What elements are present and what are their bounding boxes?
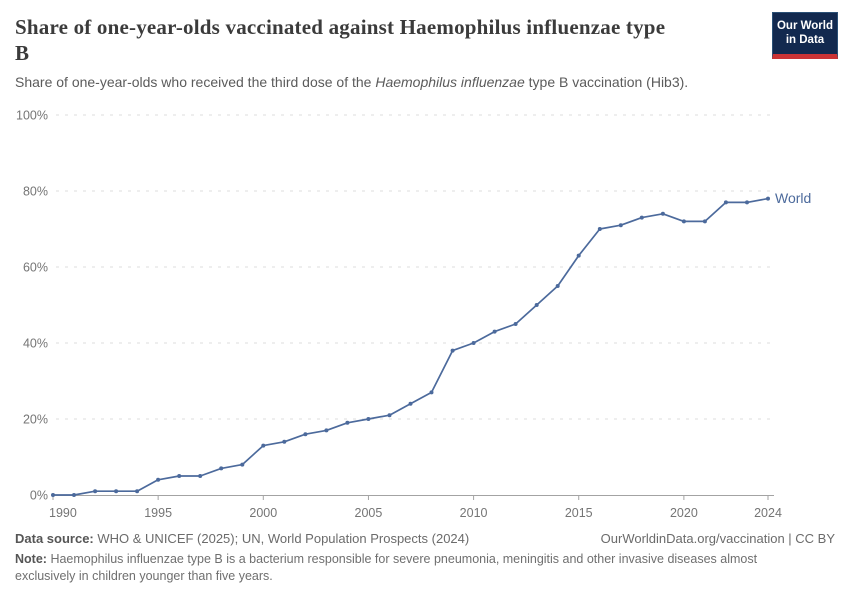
data-point-1997[interactable] <box>198 474 203 478</box>
x-axis-tick-label: 2005 <box>355 506 383 520</box>
subtitle-suffix-text: type B vaccination (Hib3). <box>524 74 689 90</box>
data-point-2020[interactable] <box>681 219 686 224</box>
data-point-2013[interactable] <box>534 303 539 307</box>
data-point-2023[interactable] <box>745 200 749 205</box>
chart-footer: Data source: WHO & UNICEF (2025); UN, Wo… <box>15 531 835 585</box>
x-axis-tick-label: 2015 <box>565 506 593 520</box>
data-source-line: Data source: WHO & UNICEF (2025); UN, Wo… <box>15 531 469 546</box>
y-axis-tick-label: 100% <box>16 109 48 123</box>
x-axis-tick-label: 2024 <box>754 506 782 520</box>
data-point-2009[interactable] <box>450 348 455 353</box>
y-axis-tick-label: 40% <box>23 337 48 351</box>
y-axis-tick-label: 20% <box>23 413 48 427</box>
note-text: Haemophilus influenzae type B is a bacte… <box>15 552 758 583</box>
data-point-1996[interactable] <box>177 474 182 478</box>
data-point-2005[interactable] <box>366 417 371 421</box>
data-point-2022[interactable] <box>723 200 728 205</box>
series-end-label[interactable]: World <box>775 190 811 206</box>
data-point-2011[interactable] <box>492 329 497 334</box>
x-axis-tick-label: 1990 <box>49 506 77 520</box>
owid-logo-line1: Our World <box>776 20 833 32</box>
data-point-1995[interactable] <box>156 477 161 482</box>
data-point-2010[interactable] <box>471 341 476 345</box>
data-point-1999[interactable] <box>240 462 245 467</box>
data-point-2021[interactable] <box>702 219 707 224</box>
data-point-1998[interactable] <box>219 466 224 471</box>
subtitle-italic-text: Haemophilus influenzae <box>375 74 525 90</box>
data-point-1991[interactable] <box>72 493 76 497</box>
data-point-2016[interactable] <box>597 227 602 231</box>
owid-logo[interactable]: Our World in Data <box>772 12 838 59</box>
data-point-2007[interactable] <box>408 401 413 406</box>
chart-title: Share of one-year-olds vaccinated agains… <box>15 15 666 65</box>
owid-logo-line2: in Data <box>785 33 825 46</box>
data-point-2002[interactable] <box>303 432 308 437</box>
data-source-text: WHO & UNICEF (2025); UN, World Populatio… <box>97 531 470 546</box>
data-point-2017[interactable] <box>618 223 623 228</box>
data-point-2019[interactable] <box>660 211 665 216</box>
data-point-2003[interactable] <box>324 428 329 433</box>
data-point-1992[interactable] <box>93 489 98 494</box>
y-axis-tick-label: 80% <box>23 185 48 199</box>
y-axis-tick-label: 0% <box>30 489 48 503</box>
data-point-2001[interactable] <box>282 439 287 444</box>
x-axis-tick-label: 2020 <box>670 506 698 520</box>
data-point-2018[interactable] <box>639 215 644 220</box>
footer-source-row: Data source: WHO & UNICEF (2025); UN, Wo… <box>15 531 835 546</box>
subtitle-text: Share of one-year-olds who received the … <box>15 74 376 90</box>
x-axis-tick-label: 1995 <box>144 506 172 520</box>
data-point-1994[interactable] <box>135 489 140 494</box>
data-point-2008[interactable] <box>429 390 434 395</box>
chart-subtitle: Share of one-year-olds who received the … <box>15 74 805 90</box>
y-axis-tick-label: 60% <box>23 261 48 275</box>
data-point-2004[interactable] <box>345 420 350 425</box>
data-point-2024[interactable] <box>766 196 770 201</box>
data-point-2015[interactable] <box>576 253 581 258</box>
line-chart-svg: 0% 20% 40% 60% 80% 100% 1990 1995 2000 2005 2010 20… <box>16 109 811 521</box>
x-axis-tick-label: 2010 <box>460 506 488 520</box>
data-point-2014[interactable] <box>555 284 560 288</box>
data-point-2006[interactable] <box>387 413 392 418</box>
data-source-label: Data source: <box>15 531 94 546</box>
data-point-2000[interactable] <box>261 443 266 448</box>
data-point-1990[interactable] <box>51 493 55 497</box>
note-label: Note: <box>15 552 47 566</box>
world-series-line[interactable] <box>52 197 769 496</box>
data-point-2012[interactable] <box>513 322 518 326</box>
data-point-1993[interactable] <box>114 489 119 494</box>
chart-plot-area: 0% 20% 40% 60% 80% 100% 1990 1995 2000 2005 2010 20… <box>0 100 850 530</box>
rights-link[interactable]: OurWorldinData.org/vaccination | CC BY <box>600 531 835 546</box>
x-axis-tick-label: 2000 <box>249 506 277 520</box>
footer-note: Note: Haemophilus influenzae type B is a… <box>15 551 835 585</box>
